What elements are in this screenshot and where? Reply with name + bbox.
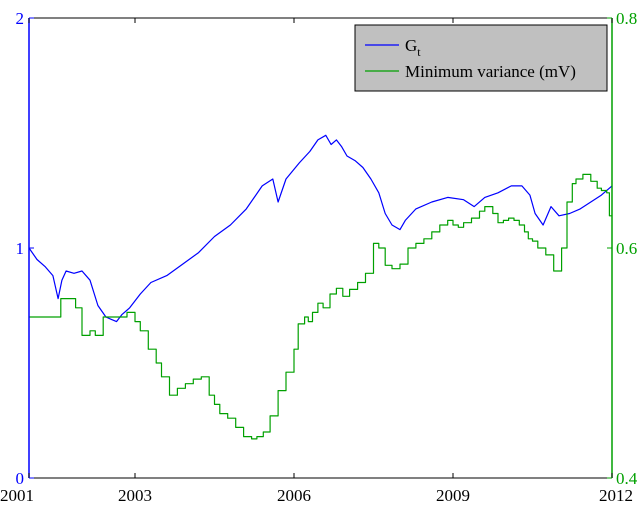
y-right-tick-label: 0.8 [616,9,637,28]
y-right-tick-label: 0.4 [616,469,638,488]
legend-label-gt: Gt [405,36,421,59]
y-left-tick-label: 1 [16,239,25,258]
x-tick-label: 2012 [599,486,633,505]
legend: Gt Minimum variance (mV) [354,24,608,92]
legend-label-minimum-variance: Minimum variance (mV) [405,62,576,81]
x-tick-label: 2009 [436,486,470,505]
y-right-tick-label: 0.6 [616,239,637,258]
series-layer [28,134,613,440]
plot-area [29,18,612,478]
y-left-tick-label: 0 [16,469,25,488]
x-tick-label: 2003 [118,486,152,505]
legend-box [354,24,608,92]
plot-background [29,18,612,478]
x-tick-label: 2006 [277,486,311,505]
y-left-tick-label: 2 [16,9,25,28]
series-line-0 [28,134,613,323]
x-tick-label: 2001 [0,486,34,505]
series-line-1 [29,173,612,440]
